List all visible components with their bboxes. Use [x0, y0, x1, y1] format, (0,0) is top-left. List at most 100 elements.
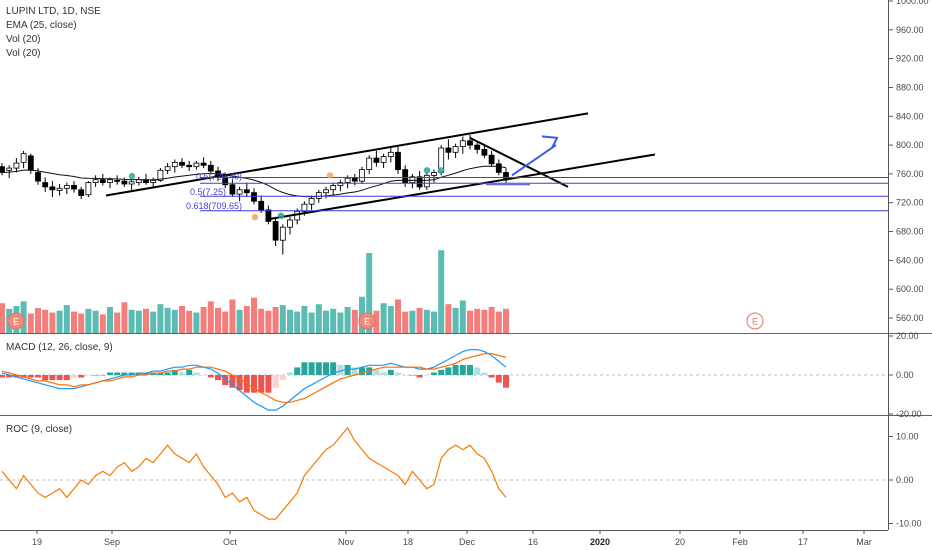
volume-bar [495, 311, 502, 333]
macd-histogram-bar [445, 367, 452, 375]
candle-body [121, 180, 128, 185]
macd-histogram-bar [373, 369, 380, 375]
candle-body [251, 192, 257, 202]
candle-body [423, 174, 430, 188]
candle-body [99, 179, 106, 183]
macd-histogram-bar [351, 367, 358, 375]
symbol-legend[interactable]: LUPIN LTD, 1D, NSE [6, 6, 101, 17]
macd-histogram-bar [135, 372, 142, 375]
candle-body [258, 200, 265, 211]
candle-body [459, 140, 466, 148]
macd-histogram-bar [452, 364, 459, 375]
candle-body [474, 144, 481, 150]
signal-dot [423, 167, 431, 174]
macd-histogram-bar [171, 369, 178, 375]
macd-legend[interactable]: MACD (12, 26, close, 9) [6, 342, 113, 353]
earnings-marker-label: E [364, 317, 370, 327]
macd-histogram-bar [215, 375, 221, 381]
volume-bar [272, 307, 279, 333]
macd-histogram-bar [63, 375, 70, 381]
candle-body [330, 184, 337, 191]
time-tick-label: 19 [32, 537, 42, 547]
macd-histogram-bar [251, 375, 257, 393]
volume-bar [0, 303, 5, 333]
price-tick-label: 1000.00 [896, 0, 929, 6]
macd-histogram-bar [287, 372, 293, 375]
earnings-marker-label: E [13, 317, 19, 327]
macd-histogram-bar [459, 364, 466, 375]
macd-tick-label: 20.00 [896, 331, 919, 341]
candle-body [344, 177, 351, 183]
macd-histogram-bar [409, 375, 416, 376]
price-tick-label: 800.00 [896, 140, 924, 150]
candle-body [279, 226, 286, 241]
volume-bar [200, 307, 207, 333]
volume-bar [179, 306, 185, 333]
candle-body [229, 184, 236, 195]
candle-body [193, 162, 200, 168]
candle-body [287, 219, 293, 228]
macd-tick-label: -20.00 [896, 409, 922, 419]
volume-bar [92, 310, 99, 333]
candle-body [272, 221, 279, 241]
candle-body [337, 182, 344, 186]
roc-tick-label: 10.00 [896, 432, 919, 442]
volume-legend-1[interactable]: Vol (20) [6, 34, 40, 45]
volume-bar [35, 307, 41, 333]
candle-body [78, 189, 85, 197]
volume-bar [193, 312, 200, 333]
macd-histogram-bar [402, 375, 409, 376]
macd-histogram-bar [56, 375, 63, 381]
volume-bar [481, 309, 488, 334]
fib-label: 0.618(709.65) [186, 201, 242, 211]
time-tick-label: Mar [856, 537, 872, 547]
macd-histogram-bar [265, 375, 272, 393]
projection-arrow-line [511, 144, 557, 177]
volume-bar [171, 309, 178, 334]
time-tick-label: Dec [459, 537, 476, 547]
price-tick-label: 640.00 [896, 255, 924, 265]
macd-histogram-bar [481, 372, 488, 375]
macd-histogram-bar [279, 375, 286, 381]
axes: 1000.00 960.00 920.00 880.00 840.00 800.00 760… [32, 0, 929, 547]
volume-bar [71, 311, 77, 333]
candle-body [128, 181, 135, 185]
macd-histogram-bar [99, 375, 106, 376]
candle-body [445, 147, 452, 153]
candle-body [85, 182, 92, 196]
macd-histogram-bar [207, 375, 214, 378]
macd-histogram-bar [431, 372, 437, 375]
time-tick-label: Sep [104, 537, 120, 547]
candle-body [222, 176, 229, 186]
candle-body [92, 179, 99, 183]
signal-dot [437, 167, 445, 174]
candle-body [56, 187, 63, 191]
volume-bar [387, 306, 394, 333]
volume-bar [409, 310, 416, 333]
macd-histogram-bar [474, 367, 481, 375]
signal-dot [277, 212, 285, 219]
volume-bar [236, 309, 243, 334]
candle-body [6, 167, 13, 171]
macd-histogram-bar [387, 369, 394, 375]
macd-histogram-bar [229, 375, 236, 388]
volume-bar [99, 314, 106, 333]
candle-body [488, 154, 495, 165]
time-tick-label: Nov [338, 537, 355, 547]
macd-histogram-bar [344, 364, 351, 375]
candle-body [351, 177, 358, 182]
roc-legend[interactable]: ROC (9, close) [6, 424, 72, 435]
projection-arrow-head [541, 135, 559, 149]
volume-bar [366, 253, 373, 333]
candlesticks [0, 135, 509, 255]
volume-bar [279, 305, 286, 333]
volume-bar [85, 308, 92, 333]
ema-legend[interactable]: EMA (25, close) [6, 20, 77, 31]
macd-histogram-bar [395, 372, 401, 375]
macd-histogram-bar [359, 367, 365, 375]
volume-bar [265, 310, 272, 333]
volume-bar [243, 306, 250, 333]
roc-tick-label: 0.00 [896, 475, 914, 485]
volume-legend-2[interactable]: Vol (20) [6, 48, 40, 59]
